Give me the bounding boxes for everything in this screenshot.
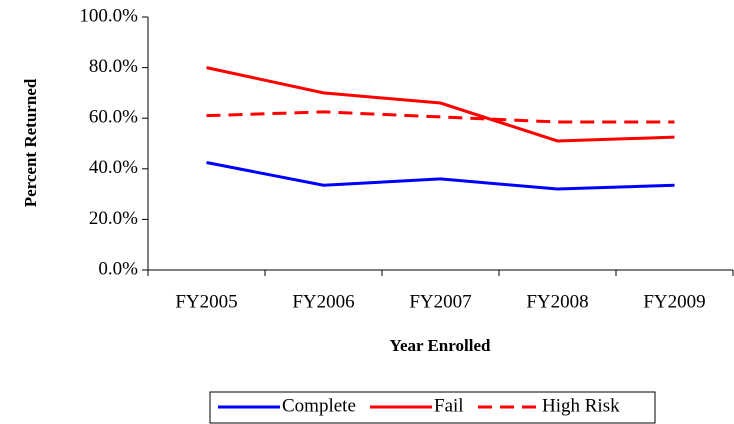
y-tick-label: 60.0% — [89, 107, 138, 128]
legend-label: High Risk — [542, 395, 620, 416]
series-line — [206, 161, 675, 191]
x-tick-label: FY2005 — [175, 291, 237, 312]
x-tick-label: FY2009 — [643, 291, 705, 312]
y-tick-label: 40.0% — [89, 157, 138, 178]
legend-label: Fail — [434, 395, 464, 416]
x-tick-label: FY2008 — [526, 291, 588, 312]
legend-label: Complete — [282, 395, 356, 416]
series-line — [206, 66, 675, 143]
series-line — [206, 110, 675, 124]
y-tick-label: 0.0% — [98, 258, 138, 279]
legend — [209, 391, 656, 424]
x-tick-label: FY2007 — [409, 291, 471, 312]
y-axis-label: Percent Returned — [21, 78, 40, 207]
y-tick-label: 80.0% — [89, 56, 138, 77]
x-axis-label: Year Enrolled — [390, 336, 491, 355]
y-tick-label: 20.0% — [89, 208, 138, 229]
y-tick-label: 100.0% — [79, 5, 138, 26]
x-tick-label: FY2006 — [292, 291, 354, 312]
